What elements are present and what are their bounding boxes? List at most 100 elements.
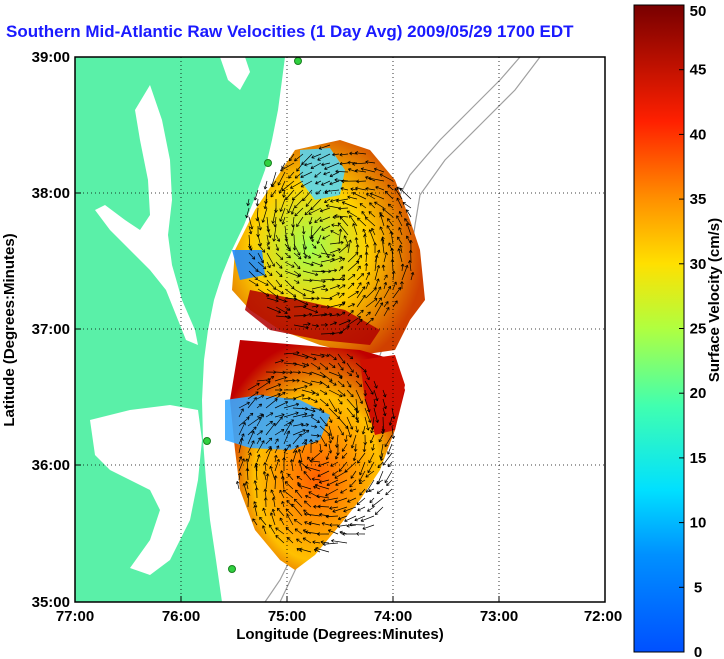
velocity-arrow xyxy=(328,398,337,412)
velocity-arrow xyxy=(364,216,376,227)
velocity-arrow xyxy=(338,292,345,299)
velocity-arrow xyxy=(384,470,393,484)
velocity-arrow xyxy=(323,171,331,176)
velocity-arrow xyxy=(294,171,304,179)
velocity-arrow xyxy=(285,508,294,517)
velocity-arrow xyxy=(401,264,409,281)
velocity-arrow xyxy=(384,190,394,200)
velocity-arrow xyxy=(376,479,384,485)
velocity-arrow xyxy=(329,248,341,254)
velocity-arrow xyxy=(346,362,354,373)
velocity-arrow xyxy=(269,512,276,526)
velocity-arrow xyxy=(347,252,359,263)
colorbar-tick-label: 10 xyxy=(690,515,707,532)
velocity-arrow xyxy=(326,479,339,487)
velocity-arrow xyxy=(297,483,312,490)
velocity-arrow xyxy=(328,416,333,423)
velocity-arrow xyxy=(356,254,362,263)
velocity-arrow xyxy=(392,287,402,299)
velocity-arrow xyxy=(256,394,265,400)
velocity-arrow xyxy=(374,286,382,299)
velocity-arrow xyxy=(284,481,294,490)
velocity-arrow xyxy=(408,260,412,272)
velocity-arrow xyxy=(284,279,295,290)
velocity-arrow xyxy=(380,425,385,435)
velocity-arrow xyxy=(248,270,258,281)
velocity-arrow xyxy=(257,252,264,264)
velocity-arrow xyxy=(311,304,319,309)
velocity-arrow xyxy=(308,216,313,225)
velocity-arrow xyxy=(339,216,349,227)
velocity-arrow xyxy=(274,454,278,463)
velocity-arrow xyxy=(301,371,313,376)
velocity-arrow xyxy=(276,507,285,517)
velocity-arrow xyxy=(261,207,268,223)
velocity-arrow xyxy=(337,515,348,521)
velocity-arrow xyxy=(284,243,291,252)
velocity-arrow xyxy=(321,521,330,526)
velocity-arrow xyxy=(261,525,267,535)
velocity-arrow xyxy=(328,443,333,454)
velocity-arrow xyxy=(325,514,339,519)
velocity-arrow xyxy=(355,416,360,423)
velocity-arrow xyxy=(274,413,285,418)
velocity-arrow xyxy=(398,244,403,254)
velocity-arrow xyxy=(271,508,276,517)
velocity-arrow xyxy=(348,167,358,173)
velocity-arrow xyxy=(320,296,333,301)
velocity-arrow xyxy=(290,225,295,237)
radar-station-marker xyxy=(294,57,302,65)
velocity-arrow xyxy=(388,416,393,426)
velocity-field-blue-patch xyxy=(232,250,265,280)
velocity-arrow xyxy=(346,425,352,438)
colorbar-tick-label: 5 xyxy=(694,579,702,596)
velocity-arrow xyxy=(406,235,412,245)
velocity-arrow xyxy=(368,211,376,218)
velocity-arrow xyxy=(308,207,322,215)
velocity-arrow xyxy=(391,425,396,439)
velocity-arrow xyxy=(247,416,262,427)
velocity-arrow xyxy=(349,479,357,488)
velocity-arrow xyxy=(338,301,346,308)
velocity-arrow xyxy=(365,287,377,299)
velocity-arrow xyxy=(399,187,412,200)
velocity-arrow xyxy=(256,413,264,427)
velocity-arrow xyxy=(275,297,287,303)
velocity-arrow xyxy=(266,261,271,269)
velocity-arrow xyxy=(293,324,309,330)
velocity-arrow xyxy=(328,434,333,444)
velocity-arrow xyxy=(346,407,355,418)
velocity-arrow xyxy=(341,179,358,184)
velocity-arrow xyxy=(368,488,375,493)
velocity-arrow xyxy=(308,521,321,526)
radar-station-marker xyxy=(264,159,272,167)
colorbar-tick-label: 45 xyxy=(690,62,707,79)
velocity-arrow xyxy=(275,252,284,260)
velocity-arrow xyxy=(248,216,254,230)
velocity-arrow xyxy=(303,500,312,508)
velocity-arrow xyxy=(271,207,277,224)
colorbar-tick-label: 35 xyxy=(690,191,707,208)
velocity-arrow xyxy=(329,240,344,245)
velocity-arrow xyxy=(382,208,394,218)
velocity-arrow xyxy=(296,475,303,481)
velocity-arrow xyxy=(279,489,285,499)
velocity-arrow xyxy=(365,298,378,308)
velocity-arrow xyxy=(335,479,348,486)
velocity-arrow xyxy=(273,475,278,490)
velocity-arrow xyxy=(374,302,384,317)
velocity-arrow xyxy=(336,524,348,528)
velocity-arrow xyxy=(284,315,291,319)
velocity-arrow xyxy=(376,488,384,494)
velocity-arrow xyxy=(292,362,307,368)
velocity-arrow xyxy=(294,153,304,162)
velocity-arrow xyxy=(301,407,316,413)
velocity-arrow xyxy=(357,217,367,227)
velocity-arrow xyxy=(293,261,301,270)
velocity-arrow xyxy=(294,207,304,217)
velocity-arrow xyxy=(262,507,267,517)
velocity-arrow xyxy=(356,273,365,281)
velocity-arrow xyxy=(324,198,331,204)
velocity-arrow xyxy=(352,452,357,462)
delaware-bay xyxy=(220,57,250,90)
